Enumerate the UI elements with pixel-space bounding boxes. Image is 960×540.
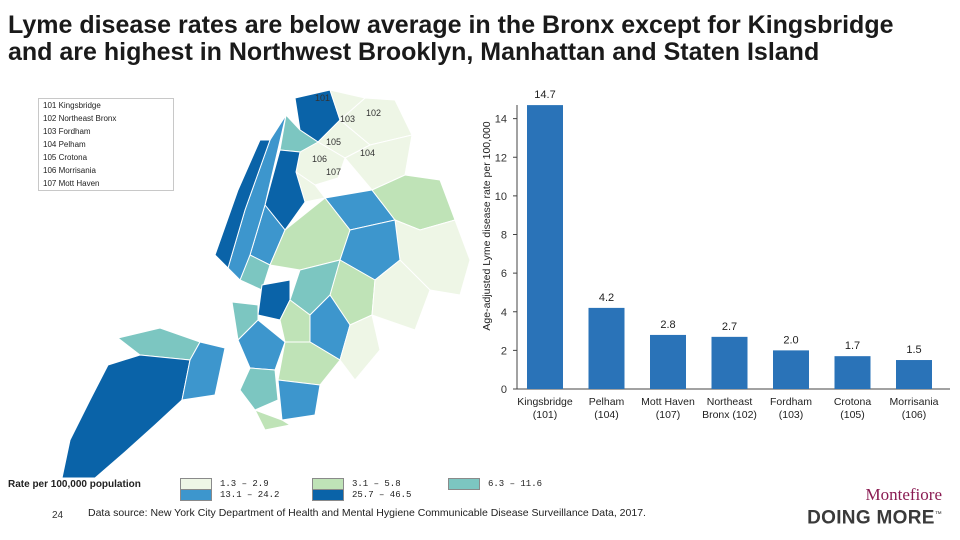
y-tick-label: 8 [501,230,507,242]
bar-value-label: 4.2 [599,292,614,304]
rate-range: 13.1 – 24.2 [220,490,280,500]
y-tick-label: 12 [495,152,507,164]
map-region [277,379,321,421]
map-label-104: 104 [360,148,375,158]
map-label-107: 107 [326,167,341,177]
y-tick-label: 4 [501,307,507,319]
bar-value-label: 2.8 [660,319,675,331]
map-region [344,134,413,191]
map-region [277,341,341,386]
map-region [214,139,271,269]
x-tick-label: (107) [656,409,681,421]
data-source-note: Data source: New York City Department of… [88,507,646,519]
bar [896,360,932,389]
x-tick-label: (105) [840,409,865,421]
map-label-106: 106 [312,154,327,164]
bar-value-label: 14.7 [534,89,555,101]
map-region [181,341,226,401]
bar-value-label: 2.7 [722,321,737,333]
bar-chart: Age-adjusted Lyme disease rate per 100,0… [481,89,950,421]
x-tick-label: (106) [902,409,927,421]
map-region [253,409,292,431]
x-tick-label: Kingsbridge [517,396,573,408]
x-tick-label: Northeast [707,396,753,408]
map-region [116,327,201,361]
district-legend-item: 101 Kingsbridge [43,101,101,110]
y-tick-label: 2 [501,345,507,357]
map-label-105: 105 [326,137,341,147]
district-legend-item: 104 Pelham [43,140,86,149]
district-legend-item: 107 Mott Haven [43,179,100,188]
district-legend-item: 103 Fordham [43,127,91,136]
rate-range: 6.3 – 11.6 [488,479,543,489]
map-region [371,259,431,331]
rate-legend-item: 6.3 – 11.6 [448,478,542,490]
slide-number: 24 [52,510,64,521]
rate-legend-item: 25.7 – 46.5 [312,489,411,501]
map-label-102: 102 [366,108,381,118]
map-region [279,113,319,153]
map-region [339,314,381,381]
montefiore-logo: Montefiore DOING MORE™ [807,486,942,529]
title-line-2: and are highest in Northwest Brooklyn, M… [8,38,820,66]
x-tick-label: Morrisania [889,396,938,408]
x-tick-label: (101) [533,409,558,421]
map-label-101: 101 [315,93,330,103]
nyc-choropleth-map: 101 102 103 105 104 106 107 [61,89,471,479]
y-tick-label: 0 [501,384,507,396]
bar-value-label: 2.0 [783,334,798,346]
map-region [61,354,191,479]
x-tick-label: Pelham [589,396,625,408]
x-tick-label: Fordham [770,396,812,408]
y-tick-label: 6 [501,268,507,280]
bar [711,336,748,389]
y-tick-label: 14 [495,114,507,126]
rate-range: 1.3 – 2.9 [220,479,269,489]
rate-legend-item: 13.1 – 24.2 [180,489,279,501]
map-label-103: 103 [340,114,355,124]
map-region [329,89,367,121]
x-tick-label: (103) [779,409,804,421]
slide-title: Lyme disease rates are below average in … [8,12,953,66]
brand-tagline: DOING MORE™ [807,507,942,529]
district-legend-item: 102 Northeast Bronx [43,114,117,123]
bar [773,350,809,389]
x-tick-label: Bronx (102) [702,409,757,421]
y-axis-label: Age-adjusted Lyme disease rate per 100,0… [481,121,493,330]
map-region [239,367,279,411]
title-line-1: Lyme disease rates are below average in … [8,11,894,39]
x-tick-label: (104) [594,409,619,421]
bar [834,356,871,389]
rate-range: 25.7 – 46.5 [352,490,412,500]
y-tick-label: 10 [495,191,507,203]
rate-range: 3.1 – 5.8 [352,479,401,489]
bar-value-label: 1.7 [845,340,860,352]
rate-legend-title: Rate per 100,000 population [8,479,141,490]
district-legend: 101 Kingsbridge 102 Northeast Bronx 103 … [38,98,174,191]
rate-swatch [180,489,212,501]
district-legend-item: 106 Morrisania [43,166,96,175]
trademark: ™ [934,511,942,518]
brand-name: Montefiore [865,485,942,504]
map-region [237,319,286,371]
bar [588,307,625,389]
rate-swatch [312,489,344,501]
bar-value-label: 1.5 [906,344,921,356]
bar [527,105,563,389]
rate-swatch [448,478,480,490]
x-tick-label: Mott Haven [641,396,695,408]
district-legend-item: 105 Crotona [43,153,88,162]
bar [650,334,686,389]
x-tick-label: Crotona [834,396,872,408]
